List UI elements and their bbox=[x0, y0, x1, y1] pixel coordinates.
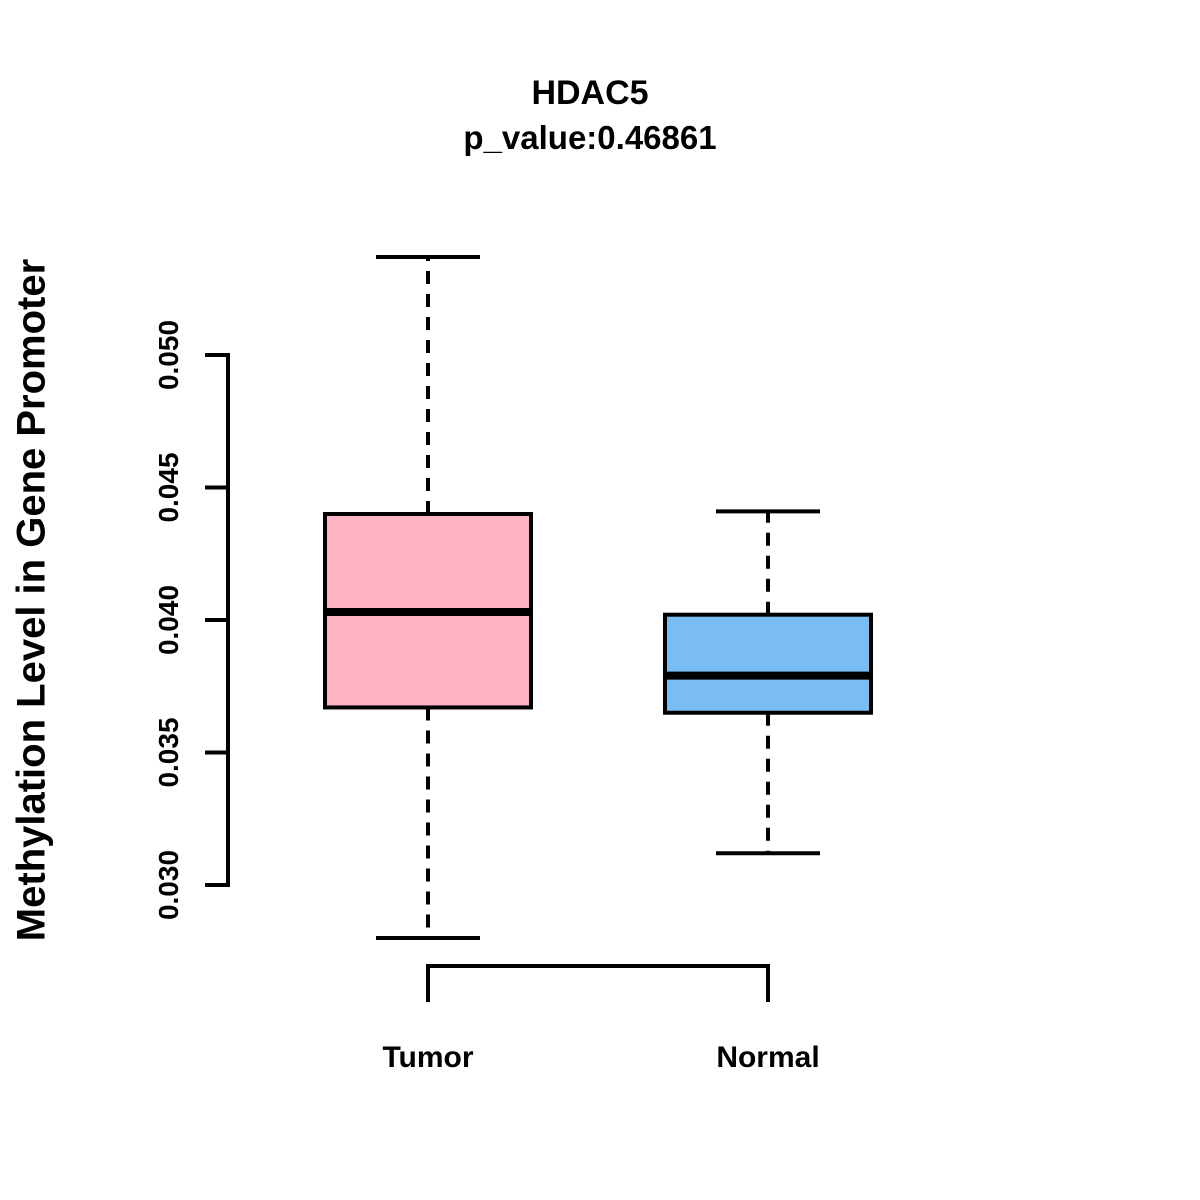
y-axis-tick-label: 0.035 bbox=[153, 717, 184, 787]
chart-title: HDAC5 bbox=[531, 74, 649, 112]
x-category-label-normal: Normal bbox=[716, 1041, 820, 1074]
chart-subtitle: p_value:0.46861 bbox=[463, 119, 717, 156]
y-axis-tick-label: 0.030 bbox=[153, 850, 184, 920]
box-normal bbox=[663, 612, 873, 715]
y-axis-tick-label: 0.045 bbox=[153, 452, 184, 522]
y-axis-tick-label: 0.050 bbox=[153, 320, 184, 390]
x-category-label-tumor: Tumor bbox=[382, 1041, 474, 1074]
y-axis-tick-label: 0.040 bbox=[153, 585, 184, 655]
